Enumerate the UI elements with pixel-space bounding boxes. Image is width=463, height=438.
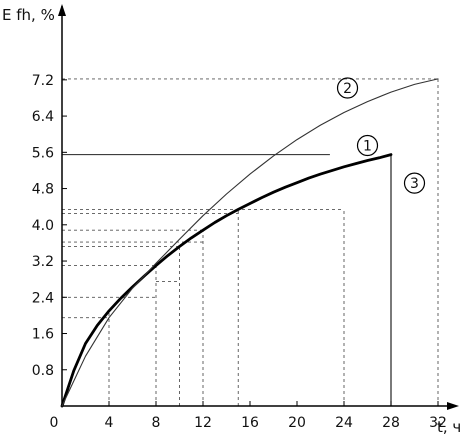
y-tick-label: 6.4 [32, 109, 54, 125]
reference-lines [62, 79, 438, 406]
y-tick-label: 4.8 [32, 182, 54, 198]
y-axis-arrow [58, 4, 66, 16]
y-tick-label: 5.6 [32, 145, 54, 161]
y-tick-label: 4.0 [32, 218, 54, 234]
x-axis-label: t, ч [437, 418, 461, 434]
y-axis-label: E fh, % [2, 6, 55, 24]
x-axis-arrow [447, 402, 459, 410]
annotation-label: 3 [410, 176, 419, 192]
x-tick-label: 4 [105, 415, 114, 431]
y-tick-label: 1.6 [32, 327, 54, 343]
y-tick-label: 3.2 [32, 254, 54, 270]
curve-annotations: 1 2 3 [338, 78, 425, 193]
annotation-label: 1 [363, 139, 372, 155]
axes [58, 4, 459, 410]
y-tick-label: 0.8 [32, 363, 54, 379]
x-tick-label: 20 [288, 415, 306, 431]
x-tick-label: 28 [382, 415, 400, 431]
x-tick-label: 16 [241, 415, 259, 431]
x-tick-label: 24 [335, 415, 353, 431]
x-tick-label: 8 [152, 415, 161, 431]
annotation-label: 2 [343, 81, 352, 97]
series-1-line [62, 155, 391, 406]
x-tick-label: 0 [50, 415, 59, 431]
x-tick-label: 12 [194, 415, 212, 431]
y-tick-label: 2.4 [32, 290, 54, 306]
y-tick-label: 7.2 [32, 73, 54, 89]
